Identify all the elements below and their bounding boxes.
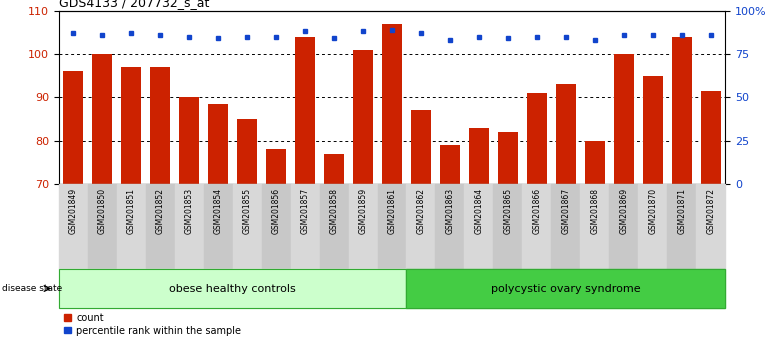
Legend: count, percentile rank within the sample: count, percentile rank within the sample	[64, 313, 241, 336]
Bar	[295, 37, 315, 184]
Bar	[64, 72, 83, 184]
Bar	[498, 132, 518, 184]
Bar	[493, 184, 522, 269]
Text: GSM201870: GSM201870	[648, 188, 657, 234]
Bar	[233, 184, 262, 269]
Bar	[638, 184, 667, 269]
Text: GSM201852: GSM201852	[156, 188, 165, 234]
Text: GSM201855: GSM201855	[242, 188, 252, 234]
Bar	[146, 184, 175, 269]
Text: GSM201862: GSM201862	[416, 188, 426, 234]
Bar	[324, 154, 344, 184]
Bar	[411, 110, 431, 184]
Bar	[378, 184, 406, 269]
Bar	[93, 54, 112, 184]
Text: GSM201868: GSM201868	[590, 188, 599, 234]
Bar	[527, 93, 547, 184]
Bar	[435, 184, 464, 269]
Bar	[121, 67, 141, 184]
Text: GSM201867: GSM201867	[561, 188, 570, 234]
Bar	[440, 145, 460, 184]
Bar	[464, 184, 493, 269]
Text: GSM201863: GSM201863	[445, 188, 455, 234]
Bar	[291, 184, 320, 269]
Bar	[701, 91, 720, 184]
Text: GSM201864: GSM201864	[474, 188, 484, 234]
Text: GSM201857: GSM201857	[300, 188, 310, 234]
Bar	[320, 184, 349, 269]
Text: GSM201850: GSM201850	[98, 188, 107, 234]
Bar	[696, 184, 725, 269]
Bar	[353, 50, 373, 184]
Bar	[175, 184, 204, 269]
Text: disease state: disease state	[2, 284, 62, 293]
Bar	[266, 149, 286, 184]
Text: GSM201858: GSM201858	[329, 188, 339, 234]
Bar	[672, 37, 691, 184]
Text: polycystic ovary syndrome: polycystic ovary syndrome	[491, 284, 641, 293]
Bar	[643, 76, 663, 184]
Text: GSM201869: GSM201869	[619, 188, 628, 234]
Bar	[59, 269, 406, 308]
Text: GSM201865: GSM201865	[503, 188, 513, 234]
Text: GSM201854: GSM201854	[214, 188, 223, 234]
Bar	[59, 269, 406, 308]
Text: GSM201853: GSM201853	[185, 188, 194, 234]
Bar	[59, 184, 88, 269]
Bar	[522, 184, 551, 269]
Bar	[208, 104, 228, 184]
Text: GSM201871: GSM201871	[677, 188, 686, 234]
Text: GSM201849: GSM201849	[69, 188, 78, 234]
Bar	[262, 184, 291, 269]
Bar	[585, 141, 605, 184]
Bar	[349, 184, 378, 269]
Bar	[551, 184, 580, 269]
Bar	[580, 184, 609, 269]
Bar	[150, 67, 170, 184]
Bar	[382, 24, 402, 184]
Text: GSM201856: GSM201856	[271, 188, 281, 234]
Bar	[609, 184, 638, 269]
Text: GSM201866: GSM201866	[532, 188, 542, 234]
Bar	[406, 269, 725, 308]
Bar	[204, 184, 233, 269]
Bar	[556, 84, 576, 184]
Text: GDS4133 / 207732_s_at: GDS4133 / 207732_s_at	[59, 0, 209, 10]
Bar	[237, 119, 257, 184]
Bar	[614, 54, 634, 184]
Bar	[469, 128, 489, 184]
Bar	[667, 184, 696, 269]
Bar	[406, 269, 725, 308]
Bar	[179, 97, 199, 184]
Bar	[406, 184, 435, 269]
Text: GSM201872: GSM201872	[706, 188, 715, 234]
Text: GSM201859: GSM201859	[358, 188, 368, 234]
Bar	[117, 184, 146, 269]
Text: GSM201851: GSM201851	[127, 188, 136, 234]
Text: GSM201861: GSM201861	[387, 188, 397, 234]
Text: obese healthy controls: obese healthy controls	[169, 284, 296, 293]
Bar	[88, 184, 117, 269]
